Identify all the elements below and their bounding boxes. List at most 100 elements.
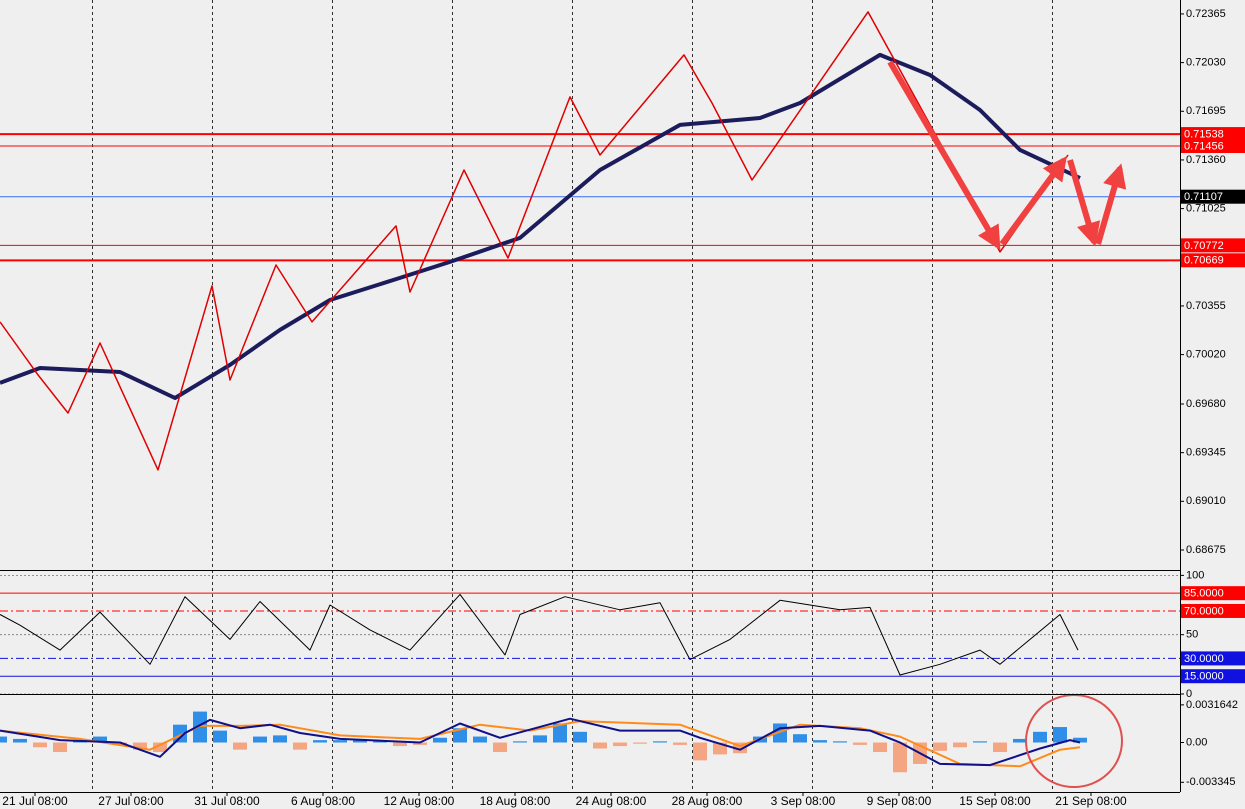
histogram-bar	[313, 740, 327, 743]
y-tick-label: 0.00	[1186, 736, 1207, 748]
current-price-label: 0.71107	[1184, 191, 1223, 203]
series-line	[0, 593, 1079, 676]
histogram-bar	[593, 742, 607, 749]
histogram-bar	[333, 740, 347, 743]
plot-background	[0, 0, 1180, 792]
histogram-bar	[33, 742, 47, 748]
histogram-bar	[433, 737, 447, 743]
histogram-bar	[393, 742, 407, 747]
arrow	[1095, 163, 1127, 245]
histogram-bar	[633, 742, 647, 744]
histogram-bar	[93, 736, 107, 743]
x-tick-label: 31 Jul 08:00	[194, 794, 260, 808]
x-tick-label: 28 Aug 08:00	[672, 794, 743, 808]
annotation-arrows	[887, 60, 1127, 251]
y-tick-label: 0.71360	[1186, 154, 1226, 166]
level-label-bg	[1181, 138, 1245, 153]
histogram-bar	[613, 742, 627, 747]
current-price-bg	[1181, 189, 1245, 204]
level-label: 15.0000	[1184, 671, 1224, 683]
level-label-bg	[1181, 669, 1245, 684]
level-label-bg	[1181, 651, 1245, 666]
y-tick-label: 0.69345	[1186, 447, 1226, 459]
histogram-bar	[793, 734, 807, 743]
histogram-bar	[133, 742, 147, 750]
histogram-bar	[573, 731, 587, 743]
histogram-bar	[853, 742, 867, 745]
histogram-bar	[833, 741, 847, 743]
histogram-bar	[813, 740, 827, 743]
level-label: 70.0000	[1184, 605, 1224, 617]
y-tick-label: 0	[1186, 688, 1192, 700]
arrow	[887, 60, 1001, 251]
level-label-bg	[1181, 253, 1245, 268]
histogram-bar	[553, 723, 567, 743]
level-label-bg	[1181, 586, 1245, 601]
x-tick-label: 24 Aug 08:00	[576, 794, 647, 808]
histogram-bar	[413, 742, 427, 745]
level-label: 0.71456	[1184, 140, 1224, 152]
histogram-bar	[713, 742, 727, 755]
histogram-bar	[273, 735, 287, 743]
level-label: 30.0000	[1184, 653, 1224, 665]
x-tick-label: 3 Sep 08:00	[771, 794, 836, 808]
histogram-bar	[513, 741, 527, 743]
x-tick-label: 6 Aug 08:00	[291, 794, 355, 808]
histogram-bar	[0, 736, 7, 743]
series-line	[0, 11, 1069, 471]
histogram-bar	[533, 735, 547, 743]
level-label-bg	[1181, 238, 1245, 253]
histogram-bar	[253, 736, 267, 743]
histogram-bar	[493, 742, 507, 753]
histogram-bar	[73, 741, 87, 743]
histogram-bar	[1073, 737, 1087, 743]
y-tick-label: 0.70020	[1186, 349, 1226, 361]
y-tick-label: 0.72030	[1186, 57, 1226, 69]
histogram-bar	[453, 728, 467, 743]
level-label-bg	[1181, 127, 1245, 142]
y-tick-label: 0.71025	[1186, 203, 1226, 215]
level-label: 0.70669	[1184, 255, 1224, 267]
histogram-bar	[973, 741, 987, 743]
histogram-bar	[733, 742, 747, 754]
histogram-bar	[13, 738, 27, 743]
histogram-bar	[233, 742, 247, 750]
x-tick-label: 27 Jul 08:00	[98, 794, 164, 808]
y-tick-label: 100	[1186, 569, 1204, 581]
series-line	[0, 52, 1081, 400]
histogram-bar	[1013, 738, 1027, 743]
x-tick-label: 21 Sep 08:00	[1055, 794, 1127, 808]
histogram-bar	[113, 742, 127, 745]
series-line	[0, 720, 1081, 768]
histogram-bar	[893, 742, 907, 773]
histogram-bar	[1053, 727, 1067, 743]
y-tick-label: 0.71695	[1186, 105, 1226, 117]
histogram-bar	[53, 742, 67, 753]
histogram-bar	[953, 742, 967, 748]
x-tick-label: 12 Aug 08:00	[384, 794, 455, 808]
y-tick-label: 0.0031642	[1186, 699, 1238, 711]
level-label-bg	[1181, 603, 1245, 618]
histogram-bar	[673, 742, 687, 745]
histogram-bar	[933, 742, 947, 751]
histogram-bar	[873, 742, 887, 753]
level-label: 0.71538	[1184, 128, 1224, 140]
level-label: 85.0000	[1184, 588, 1224, 600]
histogram-bar	[993, 742, 1007, 753]
histogram-bar	[213, 730, 227, 743]
y-tick-label: 0.68675	[1186, 544, 1226, 556]
arrow	[999, 156, 1067, 246]
histogram-bar	[1033, 731, 1047, 743]
histogram-bar	[293, 742, 307, 750]
y-tick-label: 0.72365	[1186, 8, 1226, 20]
layers: 0.72365 0.72030 0.71695 0.71360 0.71025 0.703…	[0, 8, 1245, 808]
histogram-bar	[373, 741, 387, 743]
histogram-bar	[693, 742, 707, 761]
level-label: 0.70772	[1184, 240, 1224, 252]
y-tick-label: 0.70355	[1186, 300, 1226, 312]
histogram-bar	[193, 711, 207, 743]
x-tick-label: 21 Jul 08:00	[2, 794, 68, 808]
x-tick-label: 15 Sep 08:00	[959, 794, 1031, 808]
